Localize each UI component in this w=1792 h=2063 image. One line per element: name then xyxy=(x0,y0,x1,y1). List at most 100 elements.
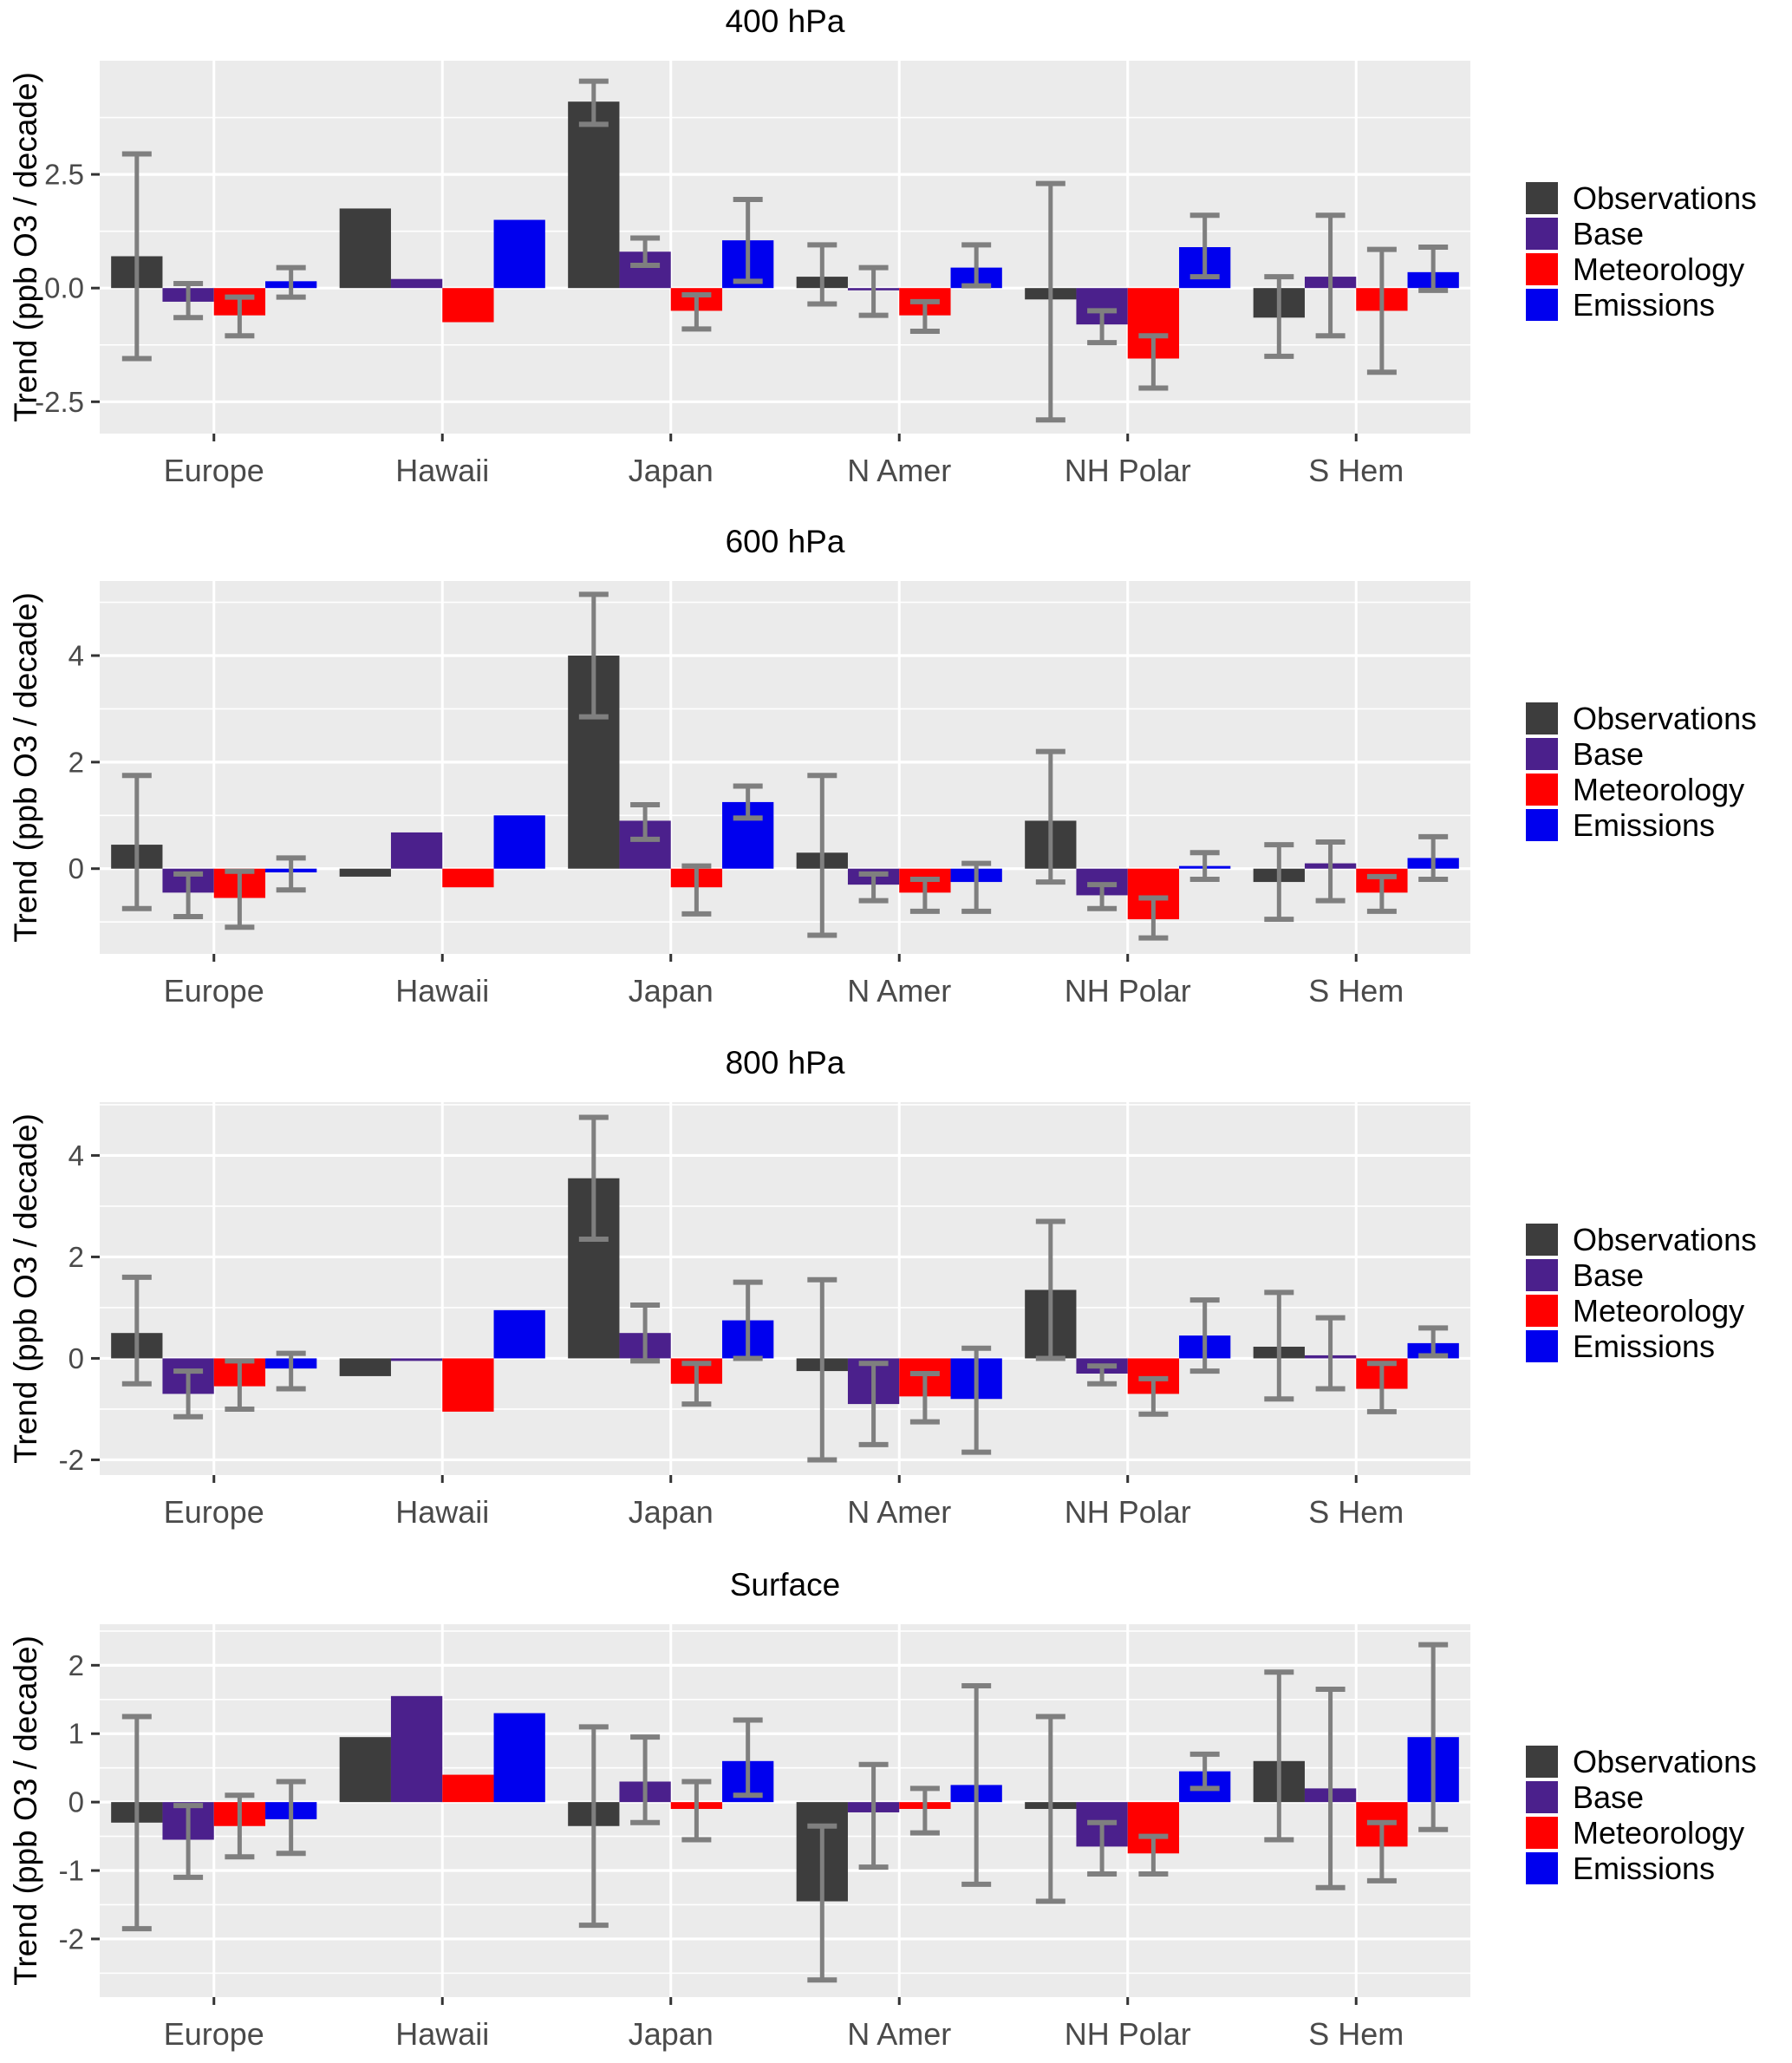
legend-label: Observations xyxy=(1573,700,1757,736)
x-tick-label: NH Polar xyxy=(1065,453,1191,488)
y-tick-label: -1 xyxy=(59,1855,84,1887)
legend-swatch-emissions xyxy=(1526,809,1558,841)
x-tick-label: Hawaii xyxy=(395,973,489,1009)
x-tick-label: Europe xyxy=(164,453,264,488)
legend-label: Base xyxy=(1573,1779,1645,1815)
x-tick-label: Japan xyxy=(629,453,714,488)
x-tick-label: Europe xyxy=(164,973,264,1009)
legend-swatch-observations xyxy=(1526,702,1558,734)
legend-swatch-base xyxy=(1526,1259,1558,1291)
plot-area xyxy=(100,1102,1470,1475)
legend-item-emissions: Emissions xyxy=(1526,807,1756,843)
x-tick-label: Europe xyxy=(164,1494,264,1530)
legend-item-emissions: Emissions xyxy=(1526,1329,1756,1364)
legend-swatch-meteorology xyxy=(1526,1295,1558,1327)
x-tick-label: S Hem xyxy=(1308,1494,1404,1530)
legend-swatch-meteorology xyxy=(1526,253,1558,285)
legend-label: Emissions xyxy=(1573,286,1716,323)
bar-base-hawaii xyxy=(390,278,443,289)
x-tick-label: Japan xyxy=(629,1494,714,1530)
bar-observations-hawaii xyxy=(339,1737,391,1803)
y-axis-title: Trend (ppb O3 / decade) xyxy=(8,72,43,422)
panel-800hpa: 4 2 0 -2 Europe Hawaii Japan N Amer NH Polar S He… xyxy=(0,1041,1792,1564)
legend-label: Observations xyxy=(1573,180,1757,216)
legend-item-observations: Observations xyxy=(1526,701,1756,736)
plot-800hpa: 4 2 0 -2 Europe Hawaii Japan N Amer NH Polar S He… xyxy=(59,1102,1470,1530)
legend-label: Meteorology xyxy=(1573,771,1745,807)
legend-item-base: Base xyxy=(1526,736,1756,772)
x-tick-label: N Amer xyxy=(847,453,951,488)
x-tick-label: N Amer xyxy=(847,2016,951,2052)
x-tick-label: N Amer xyxy=(847,973,951,1009)
x-tick-label: NH Polar xyxy=(1065,973,1191,1009)
x-tick-label: Hawaii xyxy=(395,2016,489,2052)
legend-swatch-meteorology xyxy=(1526,774,1558,806)
legend-swatch-emissions xyxy=(1526,289,1558,321)
legend-label: Base xyxy=(1573,1257,1645,1293)
legend-item-emissions: Emissions xyxy=(1526,287,1756,323)
bar-emissions-hawaii xyxy=(493,219,545,289)
x-tick-label: N Amer xyxy=(847,1494,951,1530)
legend-label: Meteorology xyxy=(1573,251,1745,287)
y-tick-label: 0 xyxy=(68,1786,84,1818)
legend-label: Emissions xyxy=(1573,1850,1716,1886)
legend-item-meteorology: Meteorology xyxy=(1526,251,1756,287)
legend-item-observations: Observations xyxy=(1526,180,1756,216)
y-tick-label: 4 xyxy=(68,640,84,672)
bar-observations-japan xyxy=(568,101,620,289)
legend-swatch-observations xyxy=(1526,1224,1558,1256)
panel-surface: 2 1 0 -1 -2 Europe Hawaii Japan N Amer NH Polar S … xyxy=(0,1564,1792,2063)
bar-observations-hawaii xyxy=(339,208,391,289)
legend: Observations Base Meteorology Emissions xyxy=(1526,1222,1756,1364)
x-tick-label: S Hem xyxy=(1308,973,1404,1009)
legend-item-base: Base xyxy=(1526,1779,1756,1815)
legend-swatch-base xyxy=(1526,738,1558,770)
panel-title: 600 hPa xyxy=(725,524,845,559)
legend-label: Meteorology xyxy=(1573,1814,1745,1851)
panel-600hpa: 4 2 0 Europe Hawaii Japan N Amer NH Polar S Hem … xyxy=(0,520,1792,1041)
y-tick-label: 2 xyxy=(68,746,84,778)
y-tick-label: 0.0 xyxy=(44,272,84,304)
legend-label: Base xyxy=(1573,735,1645,772)
x-tick-label: S Hem xyxy=(1308,453,1404,488)
y-tick-label: -2 xyxy=(59,1923,84,1955)
bar-observations-hawaii xyxy=(339,868,391,877)
y-tick-label: 4 xyxy=(68,1139,84,1172)
legend-item-meteorology: Meteorology xyxy=(1526,1293,1756,1329)
y-axis-title: Trend (ppb O3 / decade) xyxy=(8,1635,43,1986)
legend-item-base: Base xyxy=(1526,1257,1756,1293)
panel-400hpa: 2.5 0.0 -2.5 Europe Hawaii Japan N Amer NH Pola… xyxy=(0,0,1792,520)
legend-label: Base xyxy=(1573,215,1645,251)
legend-label: Emissions xyxy=(1573,806,1716,843)
plot-surface: 2 1 0 -1 -2 Europe Hawaii Japan N Amer NH Polar S … xyxy=(59,1624,1470,2052)
bar-base-hawaii xyxy=(390,832,443,869)
legend-label: Observations xyxy=(1573,1221,1757,1257)
x-tick-label: NH Polar xyxy=(1065,1494,1191,1530)
y-axis-title: Trend (ppb O3 / decade) xyxy=(8,592,43,943)
legend-swatch-base xyxy=(1526,218,1558,250)
y-tick-label: 0 xyxy=(68,852,84,885)
bar-meteorology-hawaii xyxy=(442,1774,494,1803)
panel-title: 800 hPa xyxy=(725,1045,845,1080)
legend-label: Meteorology xyxy=(1573,1292,1745,1329)
legend-label: Emissions xyxy=(1573,1328,1716,1364)
legend-label: Observations xyxy=(1573,1743,1757,1779)
legend: Observations Base Meteorology Emissions xyxy=(1526,1744,1756,1886)
panel-title: 400 hPa xyxy=(725,3,845,39)
x-tick-label: S Hem xyxy=(1308,2016,1404,2052)
x-tick-label: Japan xyxy=(629,973,714,1009)
legend-item-observations: Observations xyxy=(1526,1744,1756,1779)
y-tick-label: 2 xyxy=(68,1241,84,1273)
bar-emissions-hawaii xyxy=(493,1309,545,1359)
legend-swatch-base xyxy=(1526,1781,1558,1813)
bar-base-hawaii xyxy=(390,1695,443,1803)
legend-item-base: Base xyxy=(1526,216,1756,251)
legend-item-meteorology: Meteorology xyxy=(1526,772,1756,807)
y-axis-title: Trend (ppb O3 / decade) xyxy=(8,1113,43,1464)
bar-base-hawaii xyxy=(390,1358,443,1361)
y-tick-label: 1 xyxy=(68,1718,84,1750)
x-tick-label: NH Polar xyxy=(1065,2016,1191,2052)
legend-swatch-emissions xyxy=(1526,1330,1558,1362)
bar-emissions-hawaii xyxy=(493,1713,545,1803)
